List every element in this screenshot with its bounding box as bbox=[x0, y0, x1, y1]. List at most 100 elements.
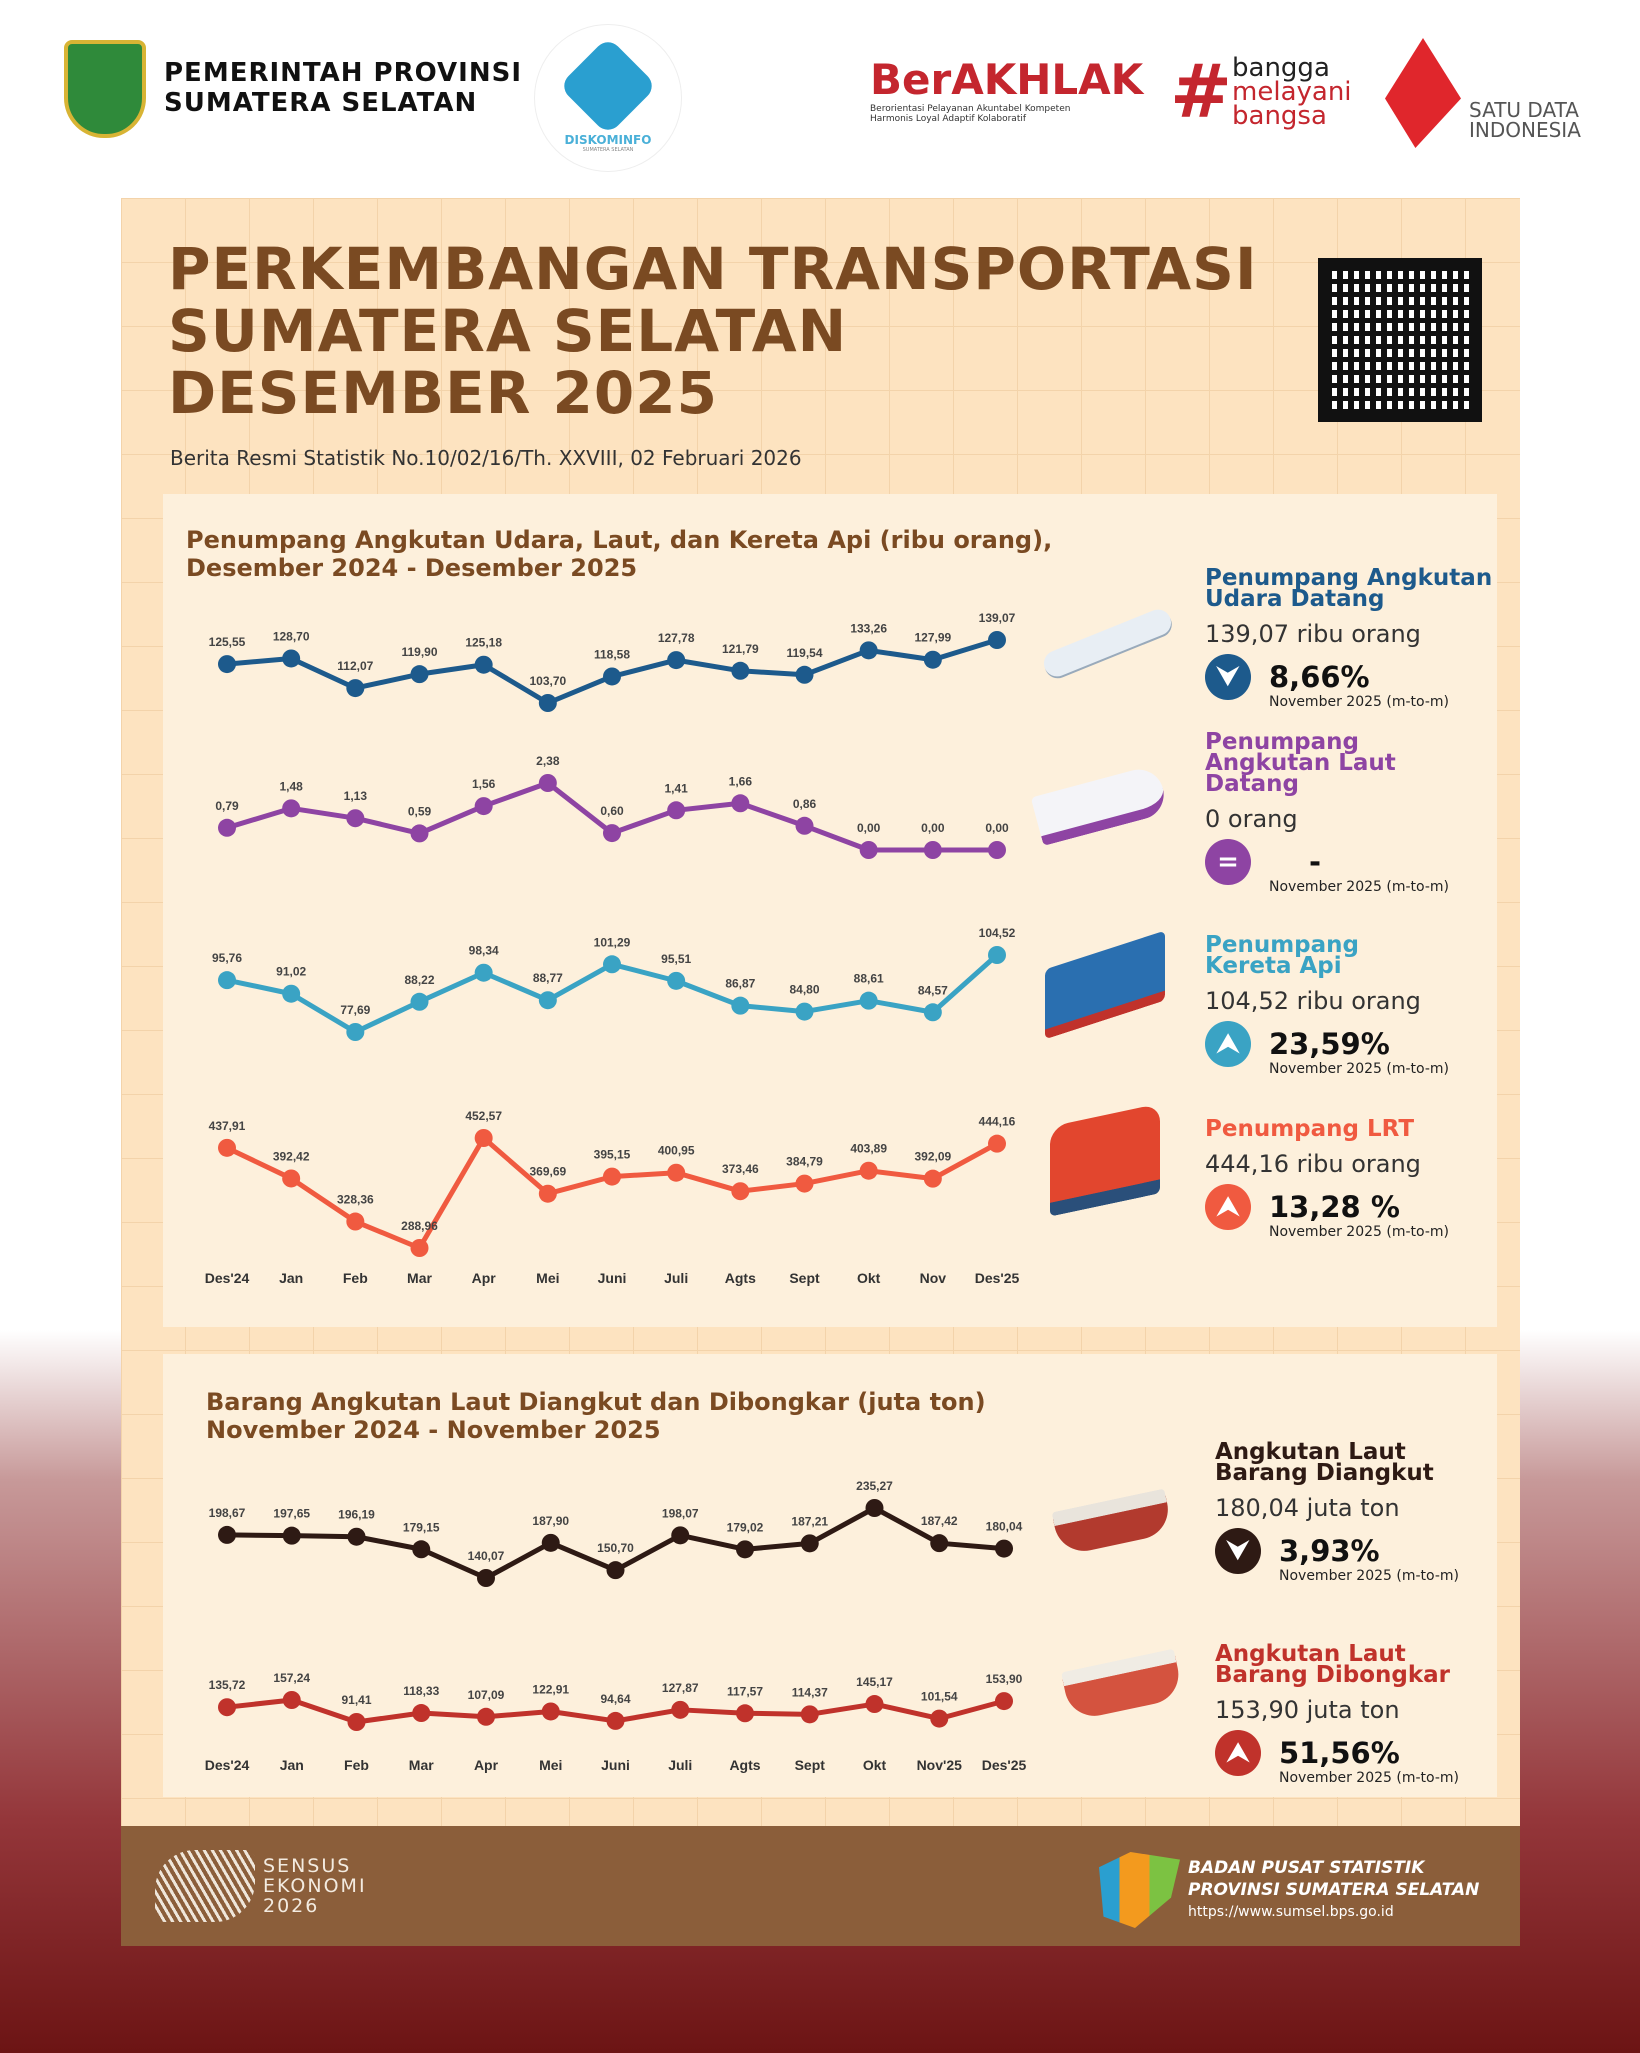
x-tick-label: Mei bbox=[536, 1270, 559, 1286]
summary-note: November 2025 (m-to-m) bbox=[1269, 879, 1449, 895]
data-point bbox=[282, 1691, 301, 1709]
x-tick-label: Okt bbox=[857, 1270, 881, 1286]
data-point bbox=[865, 1499, 884, 1517]
summary-block: Penumpang Angkutan Udara Datang 139,07 ri… bbox=[1205, 567, 1495, 710]
diskominfo-logo: DISKOMINFO SUMATERA SELATAN bbox=[534, 24, 682, 172]
bangsa-text: bangsa bbox=[1232, 101, 1327, 131]
x-tick-label: Juli bbox=[664, 1270, 688, 1286]
summary-heading: Penumpang Angkutan Laut Datang bbox=[1205, 729, 1495, 796]
passenger-chart-title-1: Penumpang Angkutan Udara, Laut, dan Kere… bbox=[186, 526, 1053, 554]
x-tick-label: Mei bbox=[539, 1757, 562, 1773]
summary-heading: Penumpang LRT bbox=[1205, 1118, 1495, 1141]
data-point bbox=[671, 1526, 690, 1545]
data-point bbox=[930, 1709, 949, 1728]
data-point bbox=[603, 955, 621, 974]
data-point bbox=[736, 1704, 754, 1723]
x-tick-label: Feb bbox=[343, 1270, 368, 1286]
summary-value: 444,16 ribu orang bbox=[1205, 1150, 1421, 1178]
data-point bbox=[218, 655, 236, 674]
x-tick-label: Feb bbox=[344, 1757, 369, 1773]
satu-data-text: SATU DATA bbox=[1469, 98, 1579, 122]
berakhlak-text: BerAKHLAK bbox=[870, 55, 1144, 104]
diskominfo-text: DISKOMINFO bbox=[564, 133, 652, 147]
data-label: 235,27 bbox=[856, 1479, 893, 1493]
data-point bbox=[995, 1692, 1013, 1711]
data-point bbox=[603, 824, 621, 843]
data-point bbox=[538, 1184, 557, 1203]
melayani-text: melayani bbox=[1232, 77, 1352, 107]
data-point bbox=[218, 1525, 236, 1544]
data-label: 95,51 bbox=[661, 952, 691, 966]
summary-heading: Penumpang Angkutan Udara Datang bbox=[1205, 567, 1495, 611]
data-label: 197,65 bbox=[273, 1507, 310, 1521]
sensus-wave-icon bbox=[155, 1850, 255, 1922]
goods-panel bbox=[163, 1354, 1497, 1797]
data-point bbox=[346, 1212, 365, 1231]
data-label: 384,79 bbox=[786, 1155, 823, 1169]
data-label: 444,16 bbox=[979, 1115, 1016, 1129]
berakhlak-logo: BerAKHLAK Berorientasi Pelayanan Akuntab… bbox=[870, 55, 1143, 124]
data-point bbox=[603, 1167, 621, 1186]
data-label: 179,02 bbox=[727, 1520, 764, 1534]
data-label: 1,41 bbox=[664, 781, 688, 795]
bps-province: PROVINSI SUMATERA SELATAN bbox=[1188, 1880, 1480, 1900]
data-point bbox=[410, 665, 429, 684]
data-label: 288,96 bbox=[401, 1219, 438, 1233]
qr-code[interactable] bbox=[1318, 258, 1482, 422]
data-point bbox=[731, 661, 750, 680]
bps-url-link[interactable]: https://www.sumsel.bps.go.id bbox=[1188, 1904, 1394, 1920]
summary-value: 153,90 juta ton bbox=[1215, 1696, 1400, 1724]
data-point bbox=[541, 1533, 560, 1552]
x-tick-label: Nov bbox=[920, 1270, 947, 1286]
x-tick-label: Des'24 bbox=[205, 1270, 250, 1286]
x-tick-label: Jan bbox=[279, 1270, 303, 1286]
data-point bbox=[410, 1239, 429, 1257]
data-label: 392,09 bbox=[914, 1150, 951, 1164]
goods-chart-title-2: November 2024 - November 2025 bbox=[206, 1416, 661, 1444]
subtitle: Berita Resmi Statistik No.10/02/16/Th. X… bbox=[170, 446, 802, 470]
trend-down-icon: ⮟ bbox=[1205, 654, 1251, 700]
page-title: PERKEMBANGAN TRANSPORTASI SUMATERA SELAT… bbox=[168, 238, 1258, 424]
data-label: 121,79 bbox=[722, 642, 759, 656]
summary-heading-1: Penumpang bbox=[1205, 729, 1359, 755]
x-tick-label: Agts bbox=[729, 1757, 760, 1773]
summary-percent: - bbox=[1309, 845, 1322, 879]
data-point bbox=[988, 631, 1006, 649]
data-label: 125,55 bbox=[209, 635, 246, 649]
passenger-panel bbox=[163, 494, 1497, 1327]
x-tick-label: Mar bbox=[409, 1757, 434, 1773]
data-label: 0,00 bbox=[921, 821, 945, 835]
title-line3: DESEMBER 2025 bbox=[168, 359, 718, 427]
data-label: 91,41 bbox=[341, 1693, 371, 1707]
data-point bbox=[282, 799, 301, 818]
data-point bbox=[988, 1134, 1006, 1153]
data-label: 198,07 bbox=[662, 1506, 699, 1520]
data-point bbox=[410, 824, 429, 843]
summary-heading: Penumpang Kereta Api bbox=[1205, 934, 1495, 978]
bps-name: BADAN PUSAT STATISTIK bbox=[1188, 1858, 1425, 1878]
data-point bbox=[731, 1182, 750, 1201]
x-tick-label: Apr bbox=[474, 1757, 499, 1773]
data-point bbox=[731, 996, 750, 1015]
summary-heading-2: Barang Diangkut bbox=[1215, 1460, 1434, 1486]
data-label: 135,72 bbox=[209, 1678, 246, 1692]
data-label: 1,48 bbox=[279, 779, 303, 793]
data-label: 2,38 bbox=[536, 754, 560, 768]
data-label: 1,66 bbox=[729, 774, 753, 788]
summary-block: Penumpang Kereta Api 104,52 ribu orang ⮝ 2… bbox=[1205, 934, 1495, 1077]
x-tick-label: Des'25 bbox=[975, 1270, 1020, 1286]
data-label: 86,87 bbox=[725, 977, 755, 991]
data-point bbox=[541, 1702, 560, 1721]
summary-value: 104,52 ribu orang bbox=[1205, 987, 1421, 1015]
passenger-chart-title-2: Desember 2024 - Desember 2025 bbox=[186, 554, 638, 582]
data-point bbox=[800, 1534, 819, 1553]
data-label: 88,61 bbox=[854, 972, 884, 986]
title-line2: SUMATERA SELATAN bbox=[168, 297, 848, 365]
summary-note: November 2025 (m-to-m) bbox=[1269, 1061, 1449, 1077]
summary-value: 180,04 juta ton bbox=[1215, 1494, 1400, 1522]
data-point bbox=[923, 650, 942, 669]
diskominfo-sub: SUMATERA SELATAN bbox=[582, 147, 634, 153]
data-point bbox=[930, 1534, 949, 1553]
data-point bbox=[218, 971, 236, 990]
